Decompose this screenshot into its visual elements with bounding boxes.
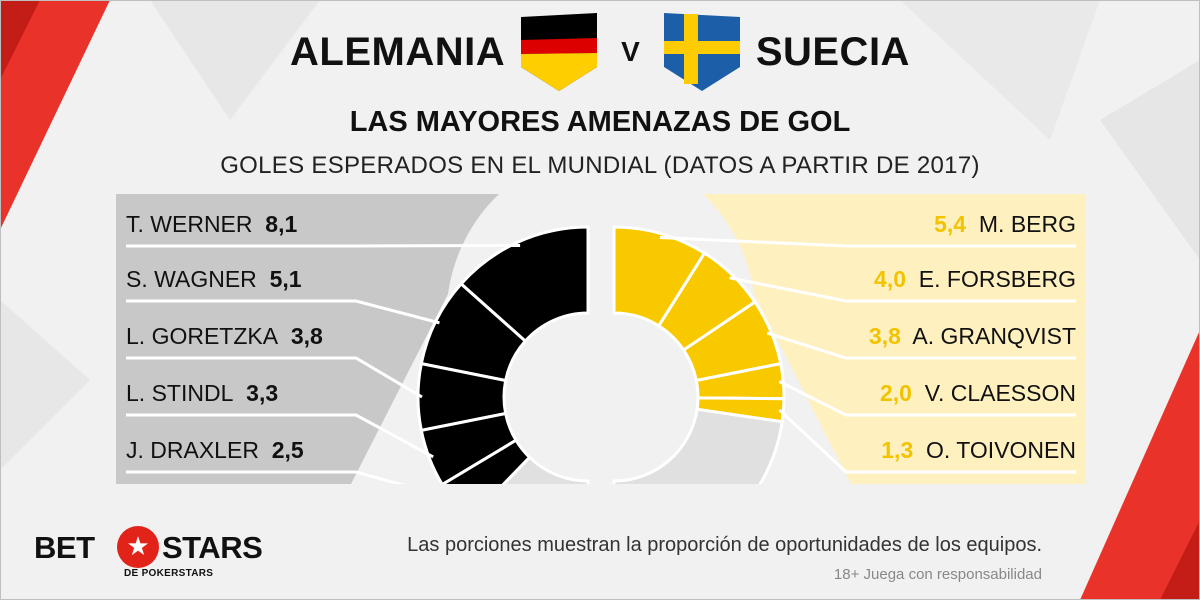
player-label: 2,0 V. CLAESSON <box>880 371 1076 415</box>
player-value: 8,1 <box>265 211 298 237</box>
player-name: J. DRAXLER <box>126 437 259 463</box>
corner-stripe-top-left <box>0 0 110 230</box>
betstars-logo: BET ★ STARS DE POKERSTARS <box>34 526 263 584</box>
player-value: 5,1 <box>269 266 302 292</box>
leader-line <box>126 356 423 399</box>
corner-stripe-bottom-right-dark <box>1160 520 1200 600</box>
player-slice <box>419 411 519 484</box>
leader-line <box>659 236 1076 248</box>
player-value: 1,3 <box>881 437 914 463</box>
chart-subtitle: GOLES ESPERADOS EN EL MUNDIAL (DATOS A P… <box>220 152 980 179</box>
team-away-name: SUECIA <box>755 29 910 74</box>
player-label: T. WERNER 8,1 <box>126 202 297 246</box>
germany-chart <box>116 194 590 484</box>
germany-flag-icon <box>521 13 598 91</box>
responsible-gaming-disclaimer: 18+ Juega con responsabilidad <box>833 566 1042 583</box>
player-name: A. GRANQVIST <box>912 323 1076 349</box>
player-label: L. STINDL 3,3 <box>126 371 278 415</box>
bg-facet <box>150 0 320 120</box>
leader-line <box>126 299 440 325</box>
player-value: 2,0 <box>879 380 912 406</box>
footnote: Las porciones muestran la proporción de … <box>407 534 1042 556</box>
sweden-flag-icon <box>663 13 740 91</box>
player-name: O. TOIVONEN <box>926 437 1076 463</box>
corner-stripe-bottom-right <box>1080 330 1200 600</box>
label-panel-background <box>703 194 1086 484</box>
bg-facet <box>900 0 1100 140</box>
player-label: 5,4 M. BERG <box>934 202 1076 246</box>
team-home-name: ALEMANIA <box>290 29 506 74</box>
leader-line <box>766 331 1076 360</box>
leader-line <box>778 380 1076 417</box>
versus-label: V <box>621 36 640 67</box>
player-name: M. BERG <box>978 211 1076 237</box>
player-name: V. CLAESSON <box>924 380 1076 406</box>
germany-panel: T. WERNER 8,1 S. WAGNER 5,1 L. GORETZKA … <box>116 194 594 484</box>
player-label: J. DRAXLER 2,5 <box>126 428 304 472</box>
corner-stripe-top-left-dark <box>0 0 40 80</box>
leader-line <box>729 276 1076 303</box>
player-name: T. WERNER <box>126 211 253 237</box>
player-name: E. FORSBERG <box>918 266 1076 292</box>
remainder-slice <box>612 407 784 484</box>
leader-line <box>126 470 406 484</box>
player-name: S. WAGNER <box>126 266 257 292</box>
player-slice <box>440 438 532 484</box>
player-value: 3,8 <box>868 323 901 349</box>
leader-line <box>126 413 434 459</box>
player-slice <box>695 396 786 424</box>
player-value: 2,5 <box>271 437 304 463</box>
player-label: S. WAGNER 5,1 <box>126 257 302 301</box>
player-name: L. STINDL <box>126 380 234 406</box>
bg-facet <box>1100 60 1200 260</box>
logo-text-stars: STARS <box>162 530 263 565</box>
player-value: 3,3 <box>246 380 279 406</box>
player-value: 5,4 <box>934 211 967 237</box>
bg-facet <box>0 300 90 470</box>
leader-line <box>778 408 1076 474</box>
label-panel-background <box>116 194 499 484</box>
player-label: 1,3 O. TOIVONEN <box>881 428 1076 472</box>
player-label: L. GORETZKA 3,8 <box>126 314 323 358</box>
chart-title: LAS MAYORES AMENAZAS DE GOL <box>349 106 851 138</box>
sweden-chart <box>612 194 1086 484</box>
player-name: L. GORETZKA <box>126 323 279 349</box>
player-value: 4,0 <box>874 266 907 292</box>
logo-subtitle: DE POKERSTARS <box>124 568 214 579</box>
sweden-panel: 5,4 M. BERG 4,0 E. FORSBERG 3,8 A. GRANQ… <box>608 194 1086 484</box>
player-label: 3,8 A. GRANQVIST <box>869 314 1076 358</box>
player-label: 4,0 E. FORSBERG <box>874 257 1076 301</box>
player-value: 3,8 <box>290 323 323 349</box>
match-header: ALEMANIA V SUECIA <box>0 10 1200 94</box>
star-icon: ★ <box>117 526 159 568</box>
logo-text-bet: BET <box>34 530 95 565</box>
